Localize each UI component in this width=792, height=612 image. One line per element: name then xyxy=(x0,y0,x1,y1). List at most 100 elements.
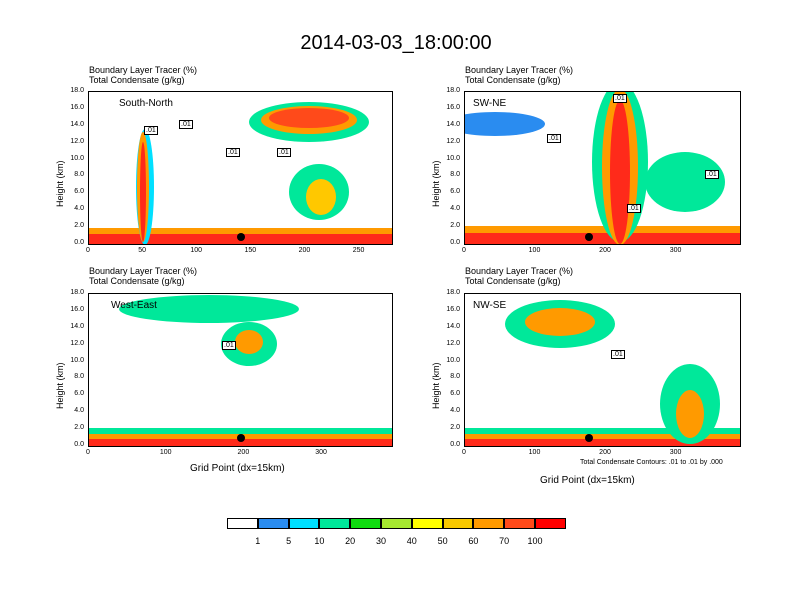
figure-title: 2014-03-03_18:00:00 xyxy=(300,32,492,54)
x-tick-label: 200 xyxy=(599,247,611,254)
contour-label: .01 xyxy=(222,341,236,350)
y-tick-label: 2.0 xyxy=(450,222,460,230)
upper-cloud xyxy=(465,112,545,136)
panel3-name: West-East xyxy=(111,300,157,311)
y-tick-label: 2.0 xyxy=(74,222,84,230)
y-tick-label: 10.0 xyxy=(70,356,84,364)
y-tick-label: 18.0 xyxy=(70,87,84,94)
x-tick-label: 100 xyxy=(159,449,172,456)
y-tick-label: 0.0 xyxy=(74,441,84,448)
station-marker xyxy=(585,233,593,241)
convective-cell-core xyxy=(676,390,704,438)
contour-label: .01 xyxy=(613,94,627,103)
contour-label: .01 xyxy=(226,148,240,157)
contour-note: Total Condensate Contours: .01 to .01 by… xyxy=(580,459,723,466)
colorbar-swatch xyxy=(350,518,381,529)
panel4-name: NW-SE xyxy=(473,300,507,311)
contour-label: .01 xyxy=(547,134,561,143)
colorbar-label: 60 xyxy=(468,536,479,546)
y-tick-label: 16.0 xyxy=(446,305,460,313)
y-tick-label: 18.0 xyxy=(70,289,84,296)
x-tick-label: 0 xyxy=(86,449,90,456)
x-tick-label: 300 xyxy=(315,449,327,456)
panel4-header-line1: Boundary Layer Tracer (%) xyxy=(465,266,574,276)
colorbar-swatch xyxy=(319,518,351,529)
y-tick-label: 6.0 xyxy=(74,390,84,398)
x-tick-label: 100 xyxy=(190,247,203,254)
y-tick-label: 16.0 xyxy=(70,103,84,111)
y-tick-label: 4.0 xyxy=(74,205,84,213)
boundary-layer-core xyxy=(465,439,740,446)
x-tick-label: 50 xyxy=(138,247,146,254)
x-tick-label: 0 xyxy=(462,449,466,456)
y-tick-label: 12.0 xyxy=(70,339,84,347)
mid-cloud-core xyxy=(235,330,263,354)
x-tick-label: 100 xyxy=(528,449,541,456)
colorbar-swatch xyxy=(534,518,566,529)
y-tick-label: 18.0 xyxy=(446,289,460,296)
y-tick-label: 8.0 xyxy=(74,171,84,179)
y-tick-label: 14.0 xyxy=(70,120,84,128)
boundary-layer-core xyxy=(89,439,392,446)
panel3-header-line1: Boundary Layer Tracer (%) xyxy=(89,266,198,276)
panel1-name: South-North xyxy=(119,98,173,109)
y-tick-label: 10.0 xyxy=(446,356,460,364)
colorbar-label: 5 xyxy=(286,536,292,546)
y-tick-label: 6.0 xyxy=(74,188,84,196)
updraft-plume-inner xyxy=(140,142,146,242)
y-tick-label: 12.0 xyxy=(70,137,84,145)
x-tick-label: 300 xyxy=(669,449,682,456)
colorbar-swatch xyxy=(442,518,474,529)
colorbar-label: 100 xyxy=(527,536,543,546)
y-tick-label: 16.0 xyxy=(446,103,460,111)
y-tick-label: 4.0 xyxy=(450,407,460,415)
y-tick-label: 10.0 xyxy=(70,154,84,162)
colorbar-label: 10 xyxy=(314,536,325,546)
y-tick-label: 16.0 xyxy=(70,305,84,313)
boundary-layer-core xyxy=(465,233,740,244)
colorbar-label: 50 xyxy=(437,536,448,546)
contour-label: .01 xyxy=(179,120,193,129)
y-tick-label: 6.0 xyxy=(450,390,460,398)
panel1-header-line1: Boundary Layer Tracer (%) xyxy=(89,65,198,75)
y-tick-label: 2.0 xyxy=(450,424,460,432)
x-tick-label: 300 xyxy=(669,247,682,254)
colorbar-label: 1 xyxy=(255,536,261,546)
contour-label: .01 xyxy=(627,204,641,213)
colorbar-swatch xyxy=(257,518,289,529)
x-tick-label: 200 xyxy=(237,449,250,456)
panel-west-east: West-East .01 xyxy=(88,293,393,447)
contour-label: .01 xyxy=(144,126,158,135)
anvil-cloud-inner xyxy=(269,108,349,128)
panel-nw-se: NW-SE .01 xyxy=(464,293,741,447)
panel2-header-line1: Boundary Layer Tracer (%) xyxy=(465,65,574,75)
colorbar-label: 40 xyxy=(406,536,417,546)
colorbar-label: 20 xyxy=(345,536,356,546)
y-tick-label: 14.0 xyxy=(446,120,460,128)
y-tick-label: 10.0 xyxy=(446,154,460,162)
x-tick-label: 200 xyxy=(298,247,311,254)
x-tick-label: 250 xyxy=(352,247,365,254)
colorbar xyxy=(227,518,566,529)
y-tick-label: 0.0 xyxy=(74,239,84,246)
y-tick-label: 6.0 xyxy=(450,188,460,196)
panel2-header-line2: Total Condensate (g/kg) xyxy=(465,75,561,85)
y-tick-label: 8.0 xyxy=(74,373,84,381)
y-tick-label: 0.0 xyxy=(450,441,460,448)
updraft-plume-inner xyxy=(610,100,630,244)
panel4-xlabel: Grid Point (dx=15km) xyxy=(540,475,635,486)
station-marker xyxy=(237,434,245,442)
colorbar-label: 70 xyxy=(499,536,510,546)
y-tick-label: 4.0 xyxy=(74,407,84,415)
y-tick-label: 2.0 xyxy=(74,424,84,432)
y-tick-label: 12.0 xyxy=(446,339,460,347)
y-tick-label: 0.0 xyxy=(450,239,460,246)
upper-cloud-core xyxy=(525,308,595,336)
contour-label: .01 xyxy=(705,170,719,179)
colorbar-swatch xyxy=(411,518,443,529)
panel-south-north: South-North .01 .01 .01 .01 xyxy=(88,91,393,245)
colorbar-label: 30 xyxy=(375,536,386,546)
x-tick-label: 100 xyxy=(528,247,541,254)
anvil-cloud xyxy=(119,295,299,323)
side-cloud xyxy=(645,152,725,212)
